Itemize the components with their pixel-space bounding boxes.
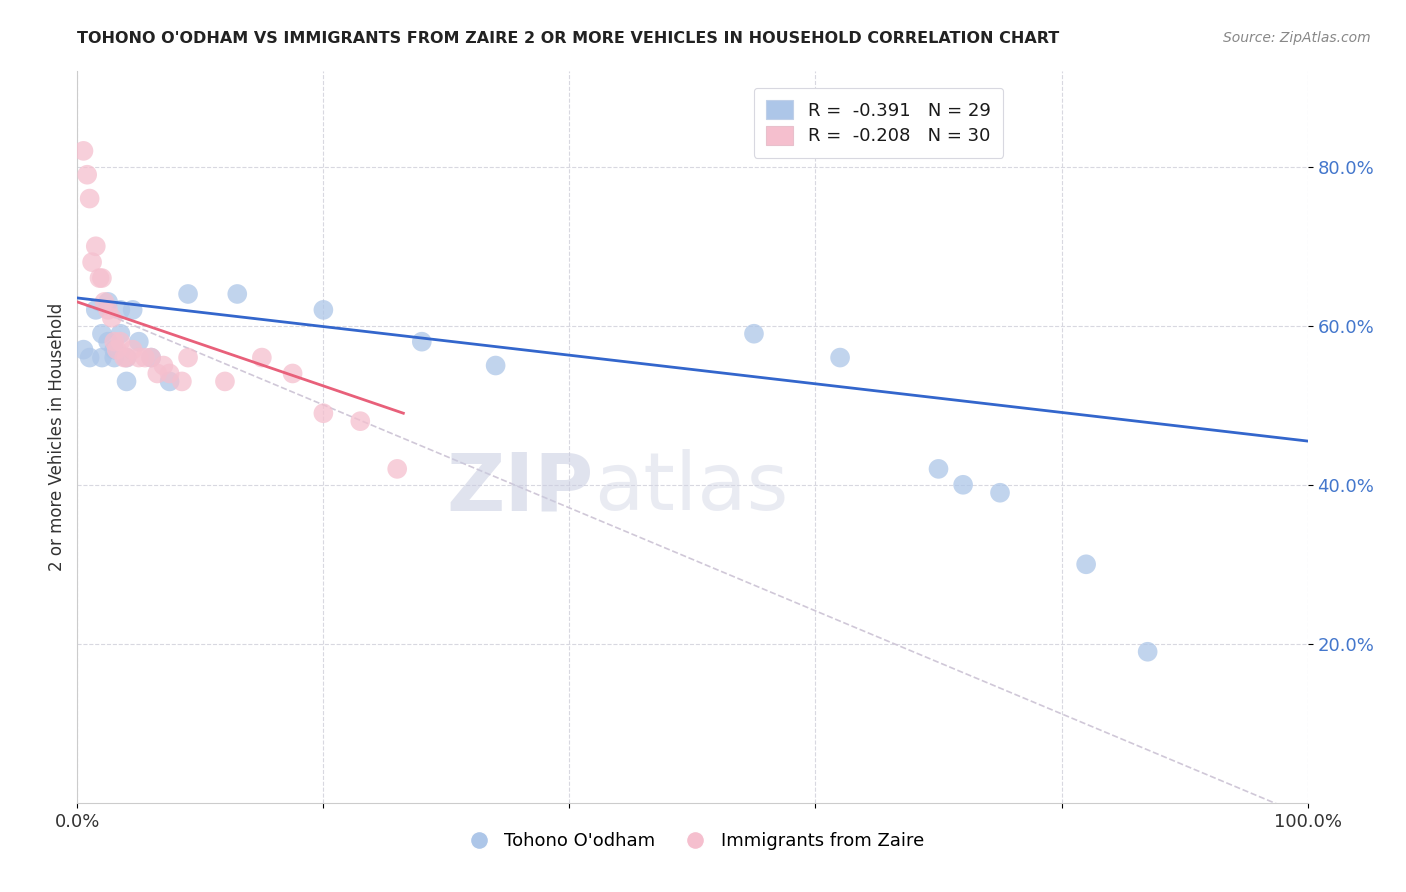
Point bbox=[82, 255, 104, 269]
Point bbox=[988, 485, 1011, 500]
Point bbox=[115, 351, 138, 365]
Point bbox=[214, 375, 236, 389]
Point bbox=[97, 334, 120, 349]
Text: Source: ZipAtlas.com: Source: ZipAtlas.com bbox=[1223, 31, 1371, 45]
Point bbox=[177, 351, 200, 365]
Point bbox=[742, 326, 765, 341]
Point bbox=[90, 351, 114, 365]
Point bbox=[115, 375, 138, 389]
Point bbox=[90, 271, 114, 285]
Point bbox=[281, 367, 304, 381]
Point bbox=[952, 477, 974, 491]
Point bbox=[141, 351, 163, 365]
Point bbox=[1136, 645, 1159, 659]
Point bbox=[928, 462, 950, 476]
Point bbox=[121, 302, 143, 317]
Point bbox=[830, 351, 852, 365]
Text: TOHONO O'ODHAM VS IMMIGRANTS FROM ZAIRE 2 OR MORE VEHICLES IN HOUSEHOLD CORRELAT: TOHONO O'ODHAM VS IMMIGRANTS FROM ZAIRE … bbox=[77, 31, 1060, 46]
Point bbox=[110, 326, 132, 341]
Point bbox=[128, 351, 150, 365]
Point bbox=[128, 334, 150, 349]
Legend: Tohono O'odham, Immigrants from Zaire: Tohono O'odham, Immigrants from Zaire bbox=[454, 825, 931, 858]
Point bbox=[226, 287, 249, 301]
Point bbox=[152, 359, 174, 373]
Point bbox=[79, 351, 101, 365]
Point bbox=[170, 375, 193, 389]
Text: atlas: atlas bbox=[595, 450, 789, 527]
Point bbox=[84, 302, 107, 317]
Point bbox=[84, 239, 107, 253]
Point bbox=[105, 343, 128, 357]
Point bbox=[485, 359, 508, 373]
Point bbox=[90, 326, 114, 341]
Point bbox=[134, 351, 156, 365]
Point bbox=[89, 271, 111, 285]
Point bbox=[97, 302, 120, 317]
Point bbox=[103, 334, 125, 349]
Point bbox=[159, 375, 181, 389]
Point bbox=[76, 168, 98, 182]
Point bbox=[103, 343, 125, 357]
Point bbox=[97, 294, 120, 309]
Point bbox=[411, 334, 433, 349]
Point bbox=[250, 351, 273, 365]
Point bbox=[110, 302, 132, 317]
Point bbox=[79, 192, 101, 206]
Point bbox=[159, 367, 181, 381]
Point bbox=[112, 351, 135, 365]
Point bbox=[312, 406, 335, 420]
Point bbox=[349, 414, 371, 428]
Point bbox=[1076, 558, 1098, 572]
Point bbox=[385, 462, 409, 476]
Point bbox=[115, 351, 138, 365]
Point bbox=[177, 287, 200, 301]
Point bbox=[141, 351, 163, 365]
Point bbox=[72, 343, 94, 357]
Y-axis label: 2 or more Vehicles in Household: 2 or more Vehicles in Household bbox=[48, 303, 66, 571]
Point bbox=[103, 351, 125, 365]
Point bbox=[93, 294, 115, 309]
Point bbox=[101, 310, 124, 325]
Point bbox=[72, 144, 94, 158]
Point bbox=[110, 334, 132, 349]
Point bbox=[121, 343, 143, 357]
Point bbox=[312, 302, 335, 317]
Text: ZIP: ZIP bbox=[447, 450, 595, 527]
Point bbox=[146, 367, 169, 381]
